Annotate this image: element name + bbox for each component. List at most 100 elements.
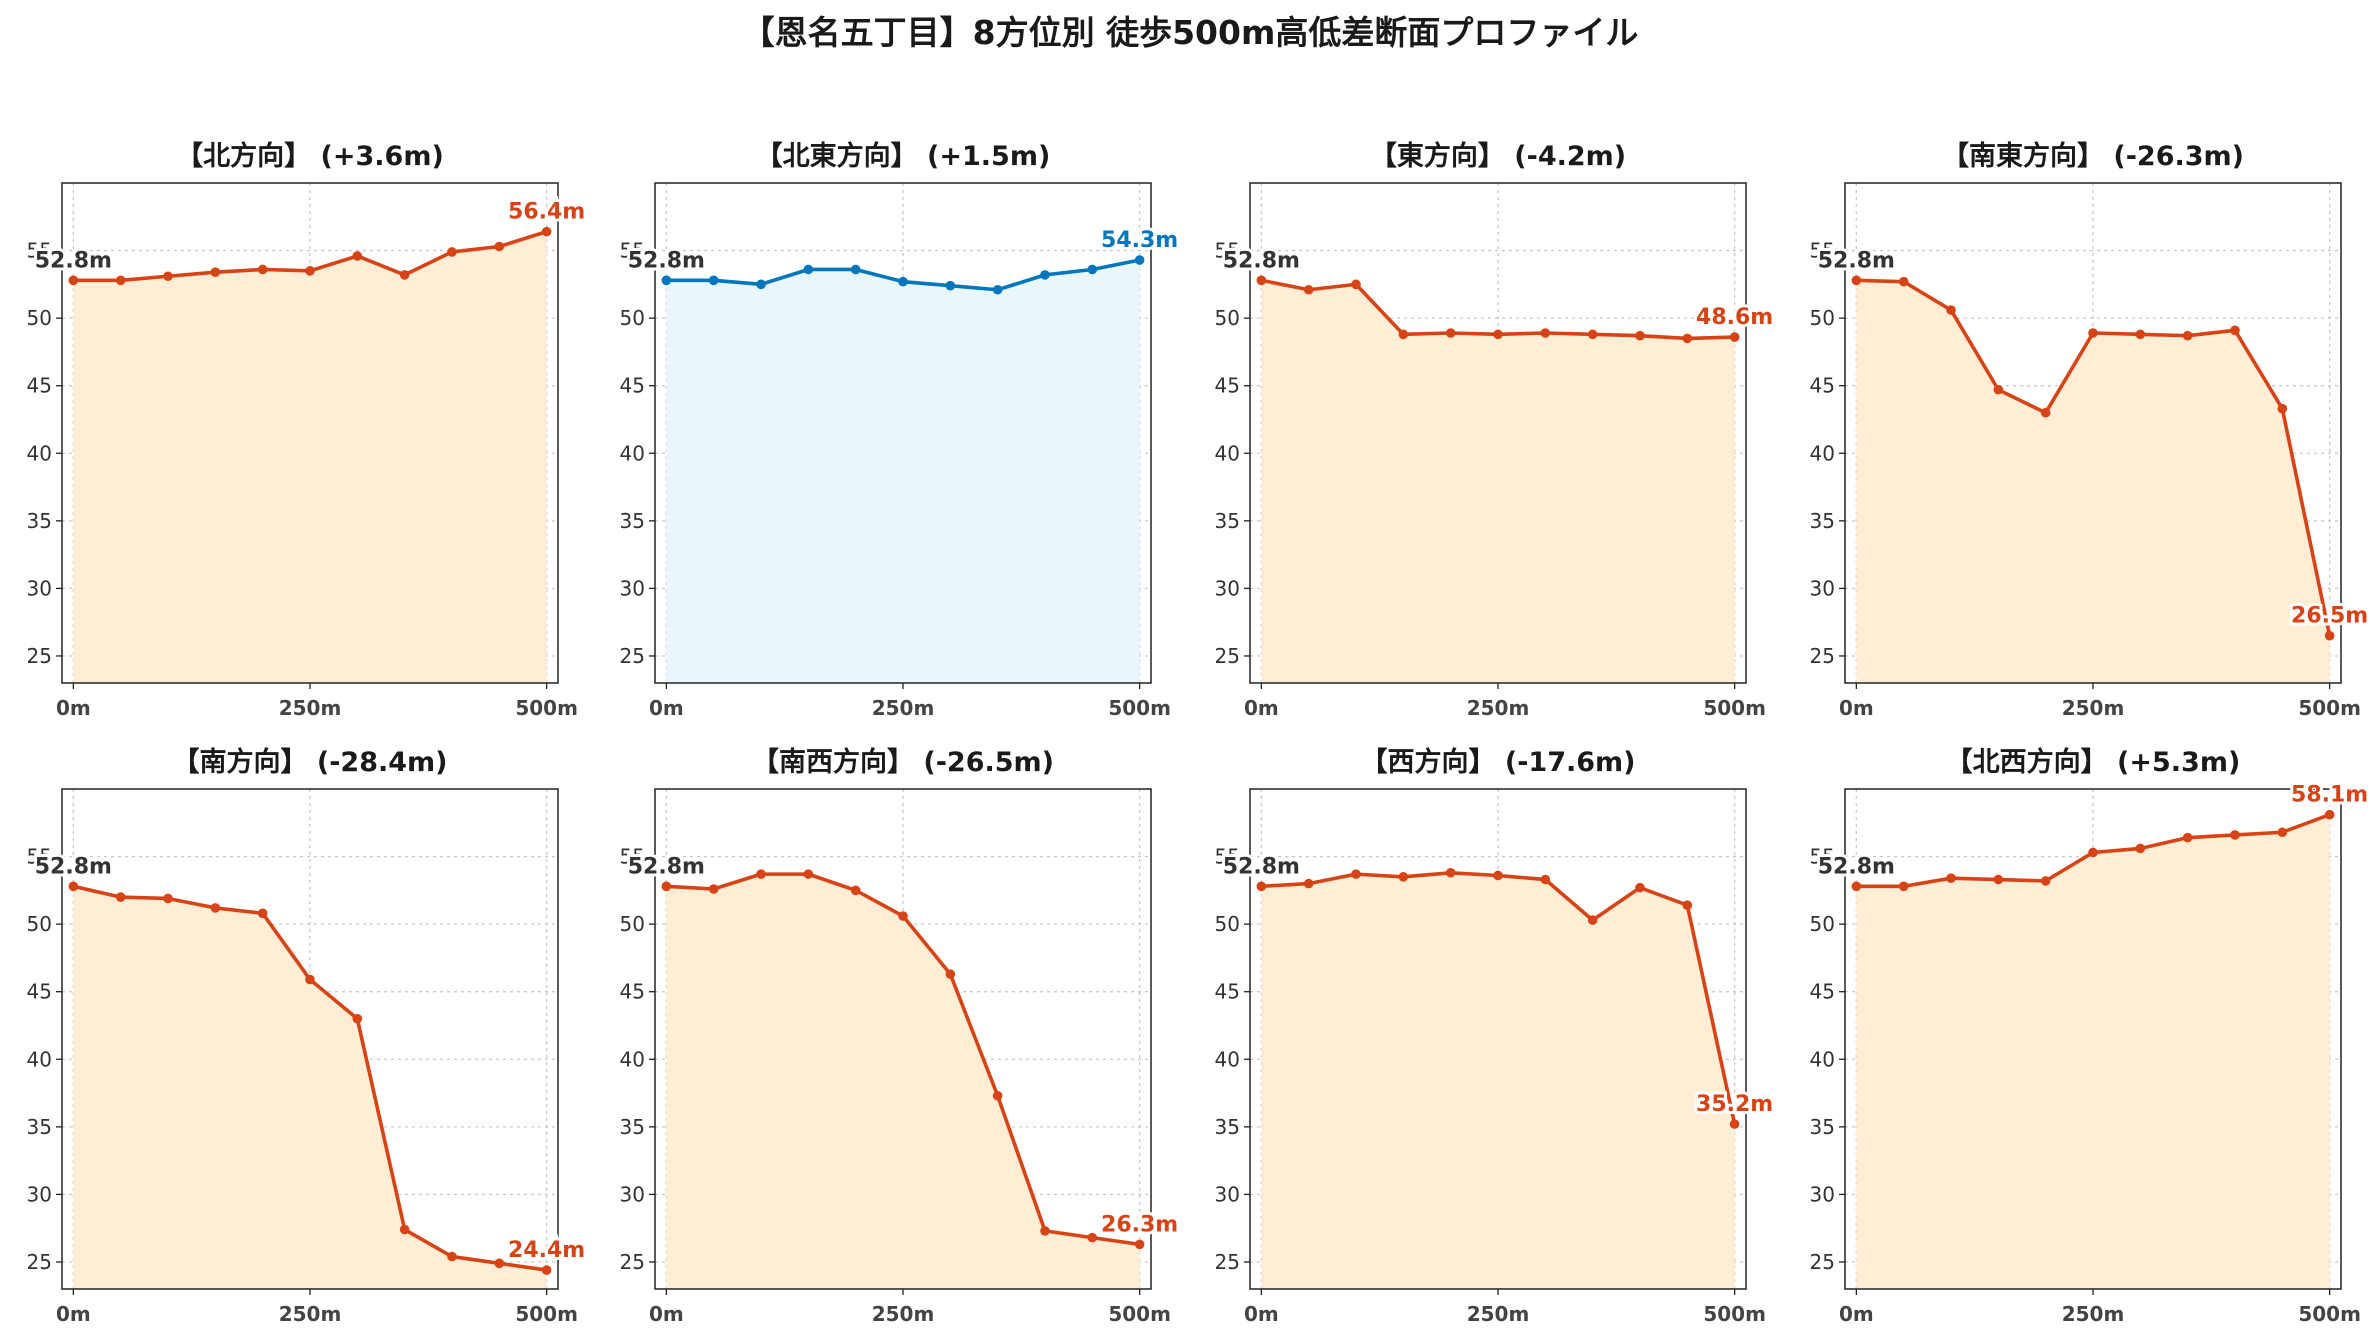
x-tick-label: 500m xyxy=(2298,696,2361,720)
data-point xyxy=(850,264,861,275)
data-point xyxy=(661,275,672,286)
y-tick-label: 45 xyxy=(620,980,645,1004)
end-label: 58.1m xyxy=(2291,783,2368,808)
panel-title: 【北東方向】 (+1.5m) xyxy=(756,140,1051,172)
panel-7: 【北西方向】 (+5.3m) 25 30 35 40 45 50 55 0m 250m 500m 52… xyxy=(1810,746,2372,1326)
y-tick-label: 50 xyxy=(1215,912,1240,936)
y-tick-label: 25 xyxy=(620,1250,645,1274)
x-tick-label: 250m xyxy=(279,696,342,720)
data-point xyxy=(2324,630,2335,641)
y-tick-label: 40 xyxy=(1215,441,1240,465)
x-tick-label: 250m xyxy=(279,1302,342,1326)
y-tick-label: 25 xyxy=(1215,1250,1240,1274)
data-point xyxy=(257,264,268,275)
data-point xyxy=(163,271,173,282)
data-point xyxy=(1445,328,1456,338)
data-point xyxy=(447,247,457,257)
y-tick-label: 35 xyxy=(1215,1115,1240,1139)
data-point xyxy=(2182,832,2193,843)
x-tick-label: 500m xyxy=(1108,696,1171,720)
panel-4: 【南方向】 (-28.4m) 25 30 35 40 45 50 55 0m 250m 500m 52… xyxy=(27,746,589,1326)
x-tick-label: 500m xyxy=(1108,1302,1171,1326)
end-label: 26.5m xyxy=(2291,604,2368,629)
data-point xyxy=(898,276,908,287)
data-point xyxy=(1540,874,1551,885)
y-tick-label: 45 xyxy=(27,374,52,398)
y-tick-label: 45 xyxy=(1810,980,1835,1004)
data-point xyxy=(1351,869,1361,879)
y-tick-label: 25 xyxy=(1810,644,1835,668)
y-tick-label: 25 xyxy=(1215,644,1240,668)
data-point xyxy=(399,270,410,280)
y-tick-label: 45 xyxy=(1215,374,1240,398)
data-point xyxy=(447,1251,457,1262)
data-point xyxy=(115,892,126,902)
start-label: 52.8m xyxy=(1818,248,1895,273)
panel-3: 【南東方向】 (-26.3m) 25 30 35 40 45 50 55 0m 250m 500m 5… xyxy=(1810,140,2372,720)
data-point xyxy=(1303,878,1314,889)
data-point xyxy=(756,279,766,290)
data-point xyxy=(1303,284,1314,295)
data-point xyxy=(2182,330,2193,341)
y-tick-label: 25 xyxy=(620,644,645,668)
x-tick-label: 500m xyxy=(2298,1302,2361,1326)
data-point xyxy=(305,266,315,276)
y-tick-label: 45 xyxy=(1215,980,1240,1004)
y-tick-label: 30 xyxy=(1215,1182,1240,1206)
y-tick-label: 40 xyxy=(27,441,52,465)
y-tick-label: 30 xyxy=(27,576,52,600)
y-tick-label: 40 xyxy=(620,441,645,465)
y-tick-label: 35 xyxy=(620,509,645,533)
x-tick-label: 0m xyxy=(649,696,684,720)
y-tick-label: 55 xyxy=(27,845,52,869)
x-tick-label: 250m xyxy=(2062,1302,2125,1326)
data-point xyxy=(1635,882,1645,893)
data-point xyxy=(2277,827,2288,838)
data-point xyxy=(1256,275,1267,286)
data-point xyxy=(399,1224,410,1235)
y-tick-label: 35 xyxy=(1215,509,1240,533)
data-point xyxy=(1993,384,2004,395)
area-fill xyxy=(1856,280,2330,683)
panel-5: 【南西方向】 (-26.5m) 25 30 35 40 45 50 55 0m 250m 500m 5… xyxy=(620,746,1182,1326)
data-point xyxy=(756,869,766,879)
y-tick-label: 30 xyxy=(1215,576,1240,600)
data-point xyxy=(945,280,956,291)
panel-2: 【東方向】 (-4.2m) 25 30 35 40 45 50 55 0m 250m 500m 52.… xyxy=(1215,140,1777,720)
x-tick-label: 250m xyxy=(2062,696,2125,720)
data-point xyxy=(992,284,1003,295)
data-point xyxy=(1256,881,1267,892)
x-tick-label: 500m xyxy=(515,696,578,720)
figure-title: 【恩名五丁目】8方位別 徒歩500m高低差断面プロファイル xyxy=(742,13,1639,52)
y-tick-label: 50 xyxy=(620,912,645,936)
data-point xyxy=(2088,847,2098,858)
data-point xyxy=(992,1090,1003,1101)
data-point xyxy=(1134,1239,1145,1250)
area-fill xyxy=(73,886,547,1289)
start-label: 52.8m xyxy=(628,854,705,879)
data-point xyxy=(1898,881,1909,892)
data-point xyxy=(541,226,552,237)
x-tick-label: 0m xyxy=(56,696,91,720)
data-point xyxy=(1493,329,1503,340)
x-tick-label: 0m xyxy=(56,1302,91,1326)
data-point xyxy=(494,1258,505,1269)
data-point xyxy=(2135,329,2146,340)
y-tick-label: 35 xyxy=(27,1115,52,1139)
data-point xyxy=(898,911,908,921)
data-point xyxy=(661,881,672,892)
data-point xyxy=(68,881,79,892)
y-tick-label: 30 xyxy=(27,1182,52,1206)
y-tick-label: 35 xyxy=(27,509,52,533)
y-tick-label: 40 xyxy=(27,1047,52,1071)
x-tick-label: 0m xyxy=(1839,1302,1874,1326)
data-point xyxy=(1493,870,1503,881)
y-tick-label: 50 xyxy=(27,306,52,330)
area-fill xyxy=(1856,814,2330,1289)
x-tick-label: 0m xyxy=(1244,696,1279,720)
y-tick-label: 30 xyxy=(620,1182,645,1206)
panel-1: 【北東方向】 (+1.5m) 25 30 35 40 45 50 55 0m 250m 500m 52… xyxy=(620,140,1182,720)
data-point xyxy=(1351,279,1361,290)
panel-0: 【北方向】 (+3.6m) 25 30 35 40 45 50 55 0m 250m 500m 52.… xyxy=(27,140,589,720)
